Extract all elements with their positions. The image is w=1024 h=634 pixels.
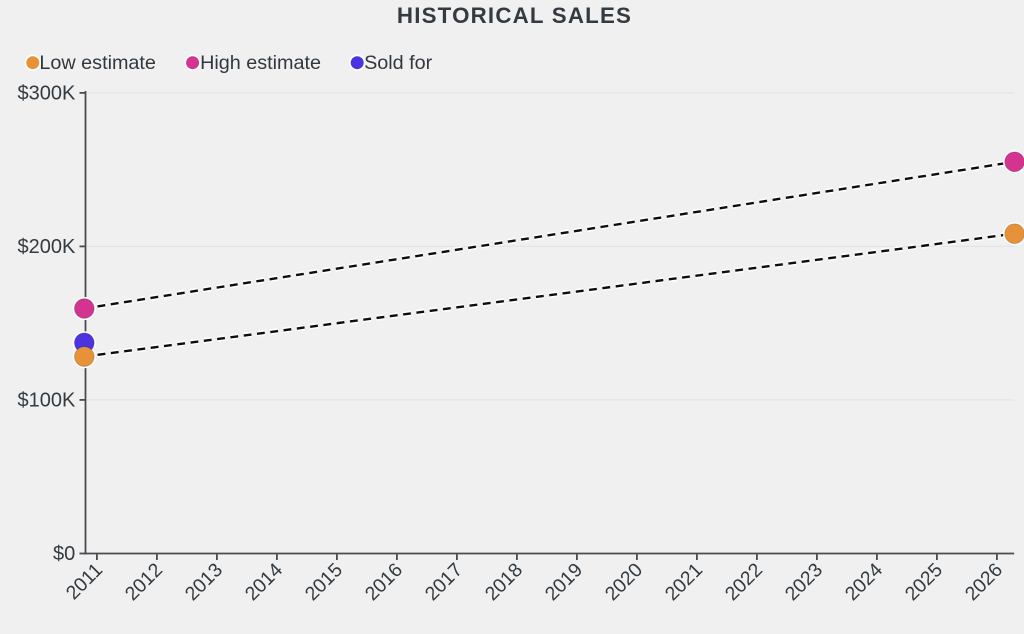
svg-text:$200K: $200K [17, 236, 75, 258]
svg-text:$100K: $100K [17, 389, 75, 411]
svg-text:Low estimate: Low estimate [39, 52, 156, 74]
svg-text:HISTORICAL SALES: HISTORICAL SALES [397, 3, 632, 28]
svg-text:High estimate: High estimate [200, 52, 321, 74]
svg-text:$0: $0 [53, 543, 75, 565]
svg-text:Sold for: Sold for [364, 52, 433, 74]
svg-text:$300K: $300K [17, 83, 75, 105]
